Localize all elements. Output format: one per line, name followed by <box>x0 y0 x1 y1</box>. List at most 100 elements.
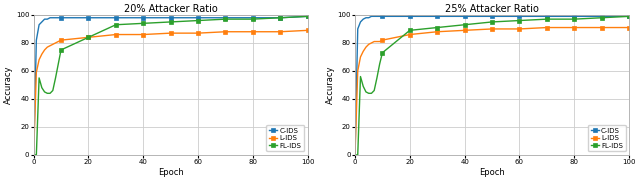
L-IDS <box>360 50 367 52</box>
FL-IDS <box>379 52 387 54</box>
FL-IDS <box>38 87 45 89</box>
FL-IDS <box>221 18 229 20</box>
L-IDS <box>54 40 62 43</box>
FL-IDS <box>46 92 54 94</box>
C-IDS <box>356 21 364 23</box>
L-IDS <box>351 154 359 156</box>
Line: C-IDS: C-IDS <box>353 15 631 157</box>
L-IDS <box>379 39 387 41</box>
L-IDS <box>57 39 65 41</box>
C-IDS <box>167 17 175 19</box>
C-IDS <box>84 17 92 19</box>
C-IDS <box>57 17 65 19</box>
C-IDS <box>365 17 372 19</box>
L-IDS <box>30 154 38 156</box>
FL-IDS <box>360 85 367 87</box>
FL-IDS <box>362 91 370 93</box>
L-IDS <box>516 28 524 30</box>
C-IDS <box>41 18 49 20</box>
C-IDS <box>221 17 229 19</box>
FL-IDS <box>304 15 312 17</box>
L-IDS <box>598 26 605 29</box>
C-IDS <box>376 15 383 17</box>
FL-IDS <box>167 21 175 23</box>
L-IDS <box>625 26 633 29</box>
C-IDS <box>543 15 550 17</box>
L-IDS <box>304 29 312 31</box>
FL-IDS <box>488 21 496 23</box>
L-IDS <box>354 70 362 72</box>
FL-IDS <box>54 63 62 65</box>
FL-IDS <box>371 89 378 92</box>
FL-IDS <box>52 77 60 79</box>
FL-IDS <box>41 91 49 93</box>
C-IDS <box>112 17 120 19</box>
L-IDS <box>356 56 364 58</box>
C-IDS <box>570 15 578 17</box>
FL-IDS <box>543 18 550 20</box>
FL-IDS <box>44 92 51 94</box>
C-IDS <box>406 15 413 17</box>
X-axis label: Epoch: Epoch <box>479 168 505 177</box>
L-IDS <box>570 26 578 29</box>
FL-IDS <box>194 19 202 22</box>
FL-IDS <box>461 24 468 26</box>
L-IDS <box>362 46 370 48</box>
C-IDS <box>30 154 38 156</box>
FL-IDS <box>516 19 524 22</box>
FL-IDS <box>373 77 381 79</box>
Title: 25% Attacker Ratio: 25% Attacker Ratio <box>445 4 539 14</box>
FL-IDS <box>376 63 383 65</box>
L-IDS <box>84 36 92 38</box>
FL-IDS <box>367 92 375 94</box>
Line: L-IDS: L-IDS <box>32 29 309 157</box>
C-IDS <box>140 17 147 19</box>
L-IDS <box>221 31 229 33</box>
Legend: C-IDS, L-IDS, FL-IDS: C-IDS, L-IDS, FL-IDS <box>588 125 626 151</box>
C-IDS <box>354 28 362 30</box>
C-IDS <box>49 17 56 19</box>
FL-IDS <box>406 29 413 31</box>
L-IDS <box>373 40 381 43</box>
C-IDS <box>194 17 202 19</box>
L-IDS <box>376 40 383 43</box>
Legend: C-IDS, L-IDS, FL-IDS: C-IDS, L-IDS, FL-IDS <box>266 125 304 151</box>
C-IDS <box>44 18 51 20</box>
L-IDS <box>112 33 120 36</box>
C-IDS <box>304 15 312 17</box>
Line: FL-IDS: FL-IDS <box>32 15 309 157</box>
L-IDS <box>140 33 147 36</box>
L-IDS <box>367 42 375 44</box>
L-IDS <box>38 53 45 55</box>
L-IDS <box>49 43 56 45</box>
L-IDS <box>406 33 413 36</box>
FL-IDS <box>249 18 257 20</box>
FL-IDS <box>112 24 120 26</box>
Y-axis label: Accuracy: Accuracy <box>4 66 13 104</box>
FL-IDS <box>33 154 40 156</box>
L-IDS <box>167 32 175 34</box>
C-IDS <box>379 15 387 17</box>
C-IDS <box>371 15 378 17</box>
L-IDS <box>194 32 202 34</box>
L-IDS <box>41 49 49 51</box>
X-axis label: Epoch: Epoch <box>158 168 184 177</box>
C-IDS <box>33 39 40 41</box>
L-IDS <box>276 31 284 33</box>
FL-IDS <box>140 22 147 24</box>
C-IDS <box>351 154 359 156</box>
C-IDS <box>35 24 43 26</box>
C-IDS <box>52 17 60 19</box>
FL-IDS <box>356 75 364 78</box>
C-IDS <box>367 15 375 17</box>
FL-IDS <box>365 92 372 94</box>
L-IDS <box>543 26 550 29</box>
C-IDS <box>461 15 468 17</box>
FL-IDS <box>354 154 362 156</box>
C-IDS <box>249 17 257 19</box>
FL-IDS <box>351 154 359 156</box>
C-IDS <box>625 15 633 17</box>
FL-IDS <box>49 89 56 92</box>
FL-IDS <box>433 26 441 29</box>
C-IDS <box>360 18 367 20</box>
